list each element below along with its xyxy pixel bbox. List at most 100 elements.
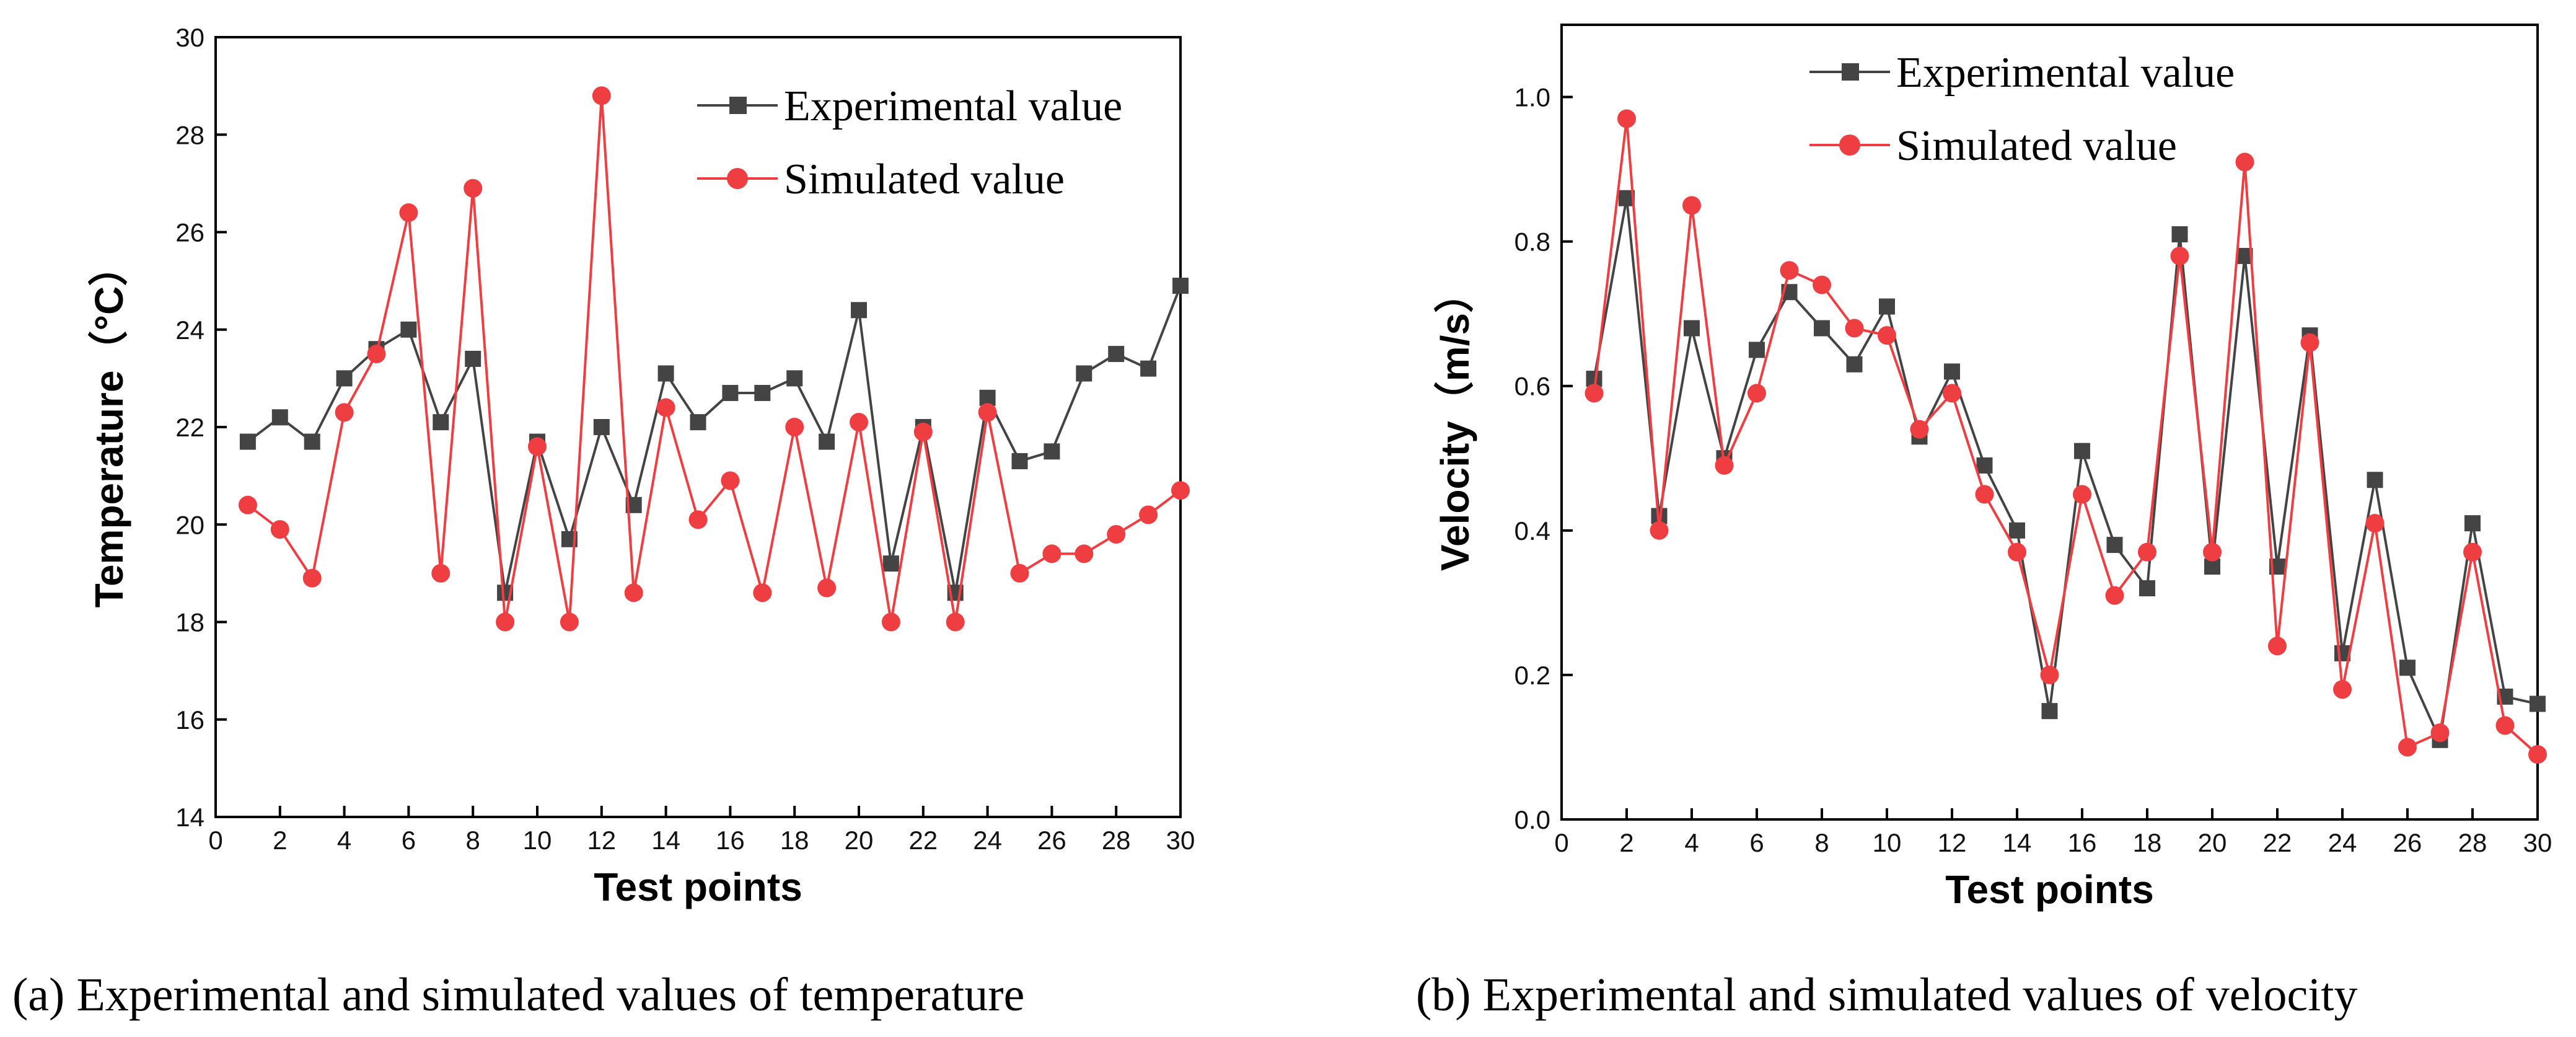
simulated-point [2300, 333, 2319, 352]
y-tick-label: 30 [175, 23, 204, 52]
simulated-point [2235, 152, 2254, 172]
experimental-point [657, 365, 674, 382]
y-axis-title: Temperature（°C） [87, 247, 131, 608]
simulated-point [1910, 420, 1929, 439]
legend-experimental-label: Experimental value [784, 82, 1122, 130]
x-tick-label: 20 [2198, 828, 2227, 857]
x-tick-label: 10 [523, 826, 552, 855]
x-tick-label: 18 [2133, 828, 2162, 857]
simulated-point [2008, 542, 2026, 562]
x-tick-label: 4 [1684, 828, 1699, 857]
legend-simulated-marker [1839, 135, 1860, 156]
x-tick-label: 20 [845, 826, 874, 855]
experimental-point [465, 350, 481, 367]
simulated-point [335, 403, 354, 422]
simulated-point [2365, 514, 2385, 533]
experimental-series-line [247, 285, 1182, 593]
simulated-point [2073, 485, 2091, 504]
experimental-point [2367, 472, 2383, 488]
simulated-point [1617, 109, 1636, 128]
x-tick-label: 6 [1749, 828, 1764, 857]
simulated-point [1813, 275, 1831, 294]
experimental-point [1879, 298, 1895, 315]
x-tick-label: 10 [1873, 828, 1902, 857]
x-tick-label: 8 [466, 826, 480, 855]
simulated-point [1878, 326, 1896, 345]
experimental-point [593, 419, 610, 435]
y-tick-label: 26 [175, 218, 204, 247]
experimental-point [239, 433, 256, 450]
y-tick-label: 14 [175, 803, 204, 832]
experimental-point [2399, 660, 2416, 676]
y-axis-title: Velocity（m/s） [1433, 273, 1477, 571]
legend-experimental-label: Experimental value [1896, 49, 2235, 97]
y-tick-label: 0.8 [1514, 227, 1550, 257]
experimental-point [1846, 356, 1863, 373]
x-tick-label: 16 [2068, 828, 2097, 857]
simulated-point [1975, 485, 1994, 504]
simulated-point [2170, 246, 2189, 265]
x-tick-label: 0 [1554, 828, 1568, 857]
simulated-point [1650, 521, 1669, 540]
experimental-point [2074, 443, 2090, 459]
x-tick-label: 24 [2328, 828, 2357, 857]
simulated-point [850, 413, 868, 432]
experimental-point [1944, 363, 1960, 380]
experimental-series-line [1593, 198, 2538, 744]
experimental-point [1814, 320, 1830, 337]
simulated-point [431, 563, 451, 583]
simulated-point [2528, 745, 2547, 764]
experimental-point [1684, 320, 1700, 337]
y-tick-label: 0.2 [1514, 661, 1550, 690]
experimental-point [2106, 537, 2123, 554]
y-tick-label: 28 [175, 120, 204, 149]
x-tick-label: 6 [402, 826, 416, 855]
x-tick-label: 14 [2003, 828, 2032, 857]
x-tick-label: 16 [716, 826, 745, 855]
simulated-point [496, 612, 515, 632]
legend-experimental-marker [1842, 63, 1859, 81]
simulated-point [688, 510, 708, 529]
x-tick-label: 8 [1814, 828, 1829, 857]
temperature-chart: 0 2 4 6 8 10 12 14 16 18 20 22 24 26 28 301416182022242… [87, 23, 1195, 909]
experimental-point [754, 384, 771, 401]
x-tick-label: 30 [1166, 826, 1195, 855]
simulated-point [2040, 665, 2059, 684]
simulated-point [2430, 723, 2450, 743]
experimental-point [2464, 515, 2481, 532]
simulated-point [2105, 586, 2124, 605]
y-tick-label: 1.0 [1514, 83, 1550, 112]
simulated-point [302, 568, 322, 588]
experimental-point [336, 370, 353, 387]
experimental-point [882, 555, 899, 572]
experimental-point [851, 302, 867, 319]
experimental-point [2530, 695, 2546, 712]
x-tick-label: 28 [2458, 828, 2487, 857]
simulated-point [2495, 716, 2515, 735]
experimental-point [2041, 703, 2058, 720]
x-tick-label: 22 [908, 826, 938, 855]
simulated-point [464, 179, 483, 198]
legend-simulated-label: Simulated value [1896, 122, 2177, 170]
x-tick-label: 30 [2523, 828, 2552, 857]
simulated-point [913, 422, 933, 441]
simulated-point [1139, 505, 1158, 524]
x-tick-label: 26 [1037, 826, 1066, 855]
legend-experimental-marker [729, 97, 747, 114]
simulated-point [399, 203, 418, 223]
x-tick-label: 2 [273, 826, 287, 855]
experimental-point [271, 409, 288, 426]
simulated-point [1845, 319, 1864, 338]
experimental-point [1976, 457, 1993, 474]
simulated-point [1780, 261, 1799, 280]
simulated-point [1042, 544, 1062, 563]
experimental-point [304, 433, 320, 450]
x-tick-label: 26 [2393, 828, 2422, 857]
x-tick-label: 0 [208, 826, 222, 855]
simulated-point [881, 612, 900, 632]
simulated-point [560, 612, 579, 632]
y-tick-label: 22 [175, 413, 204, 442]
simulated-point [2268, 637, 2287, 656]
simulated-point [528, 437, 547, 456]
